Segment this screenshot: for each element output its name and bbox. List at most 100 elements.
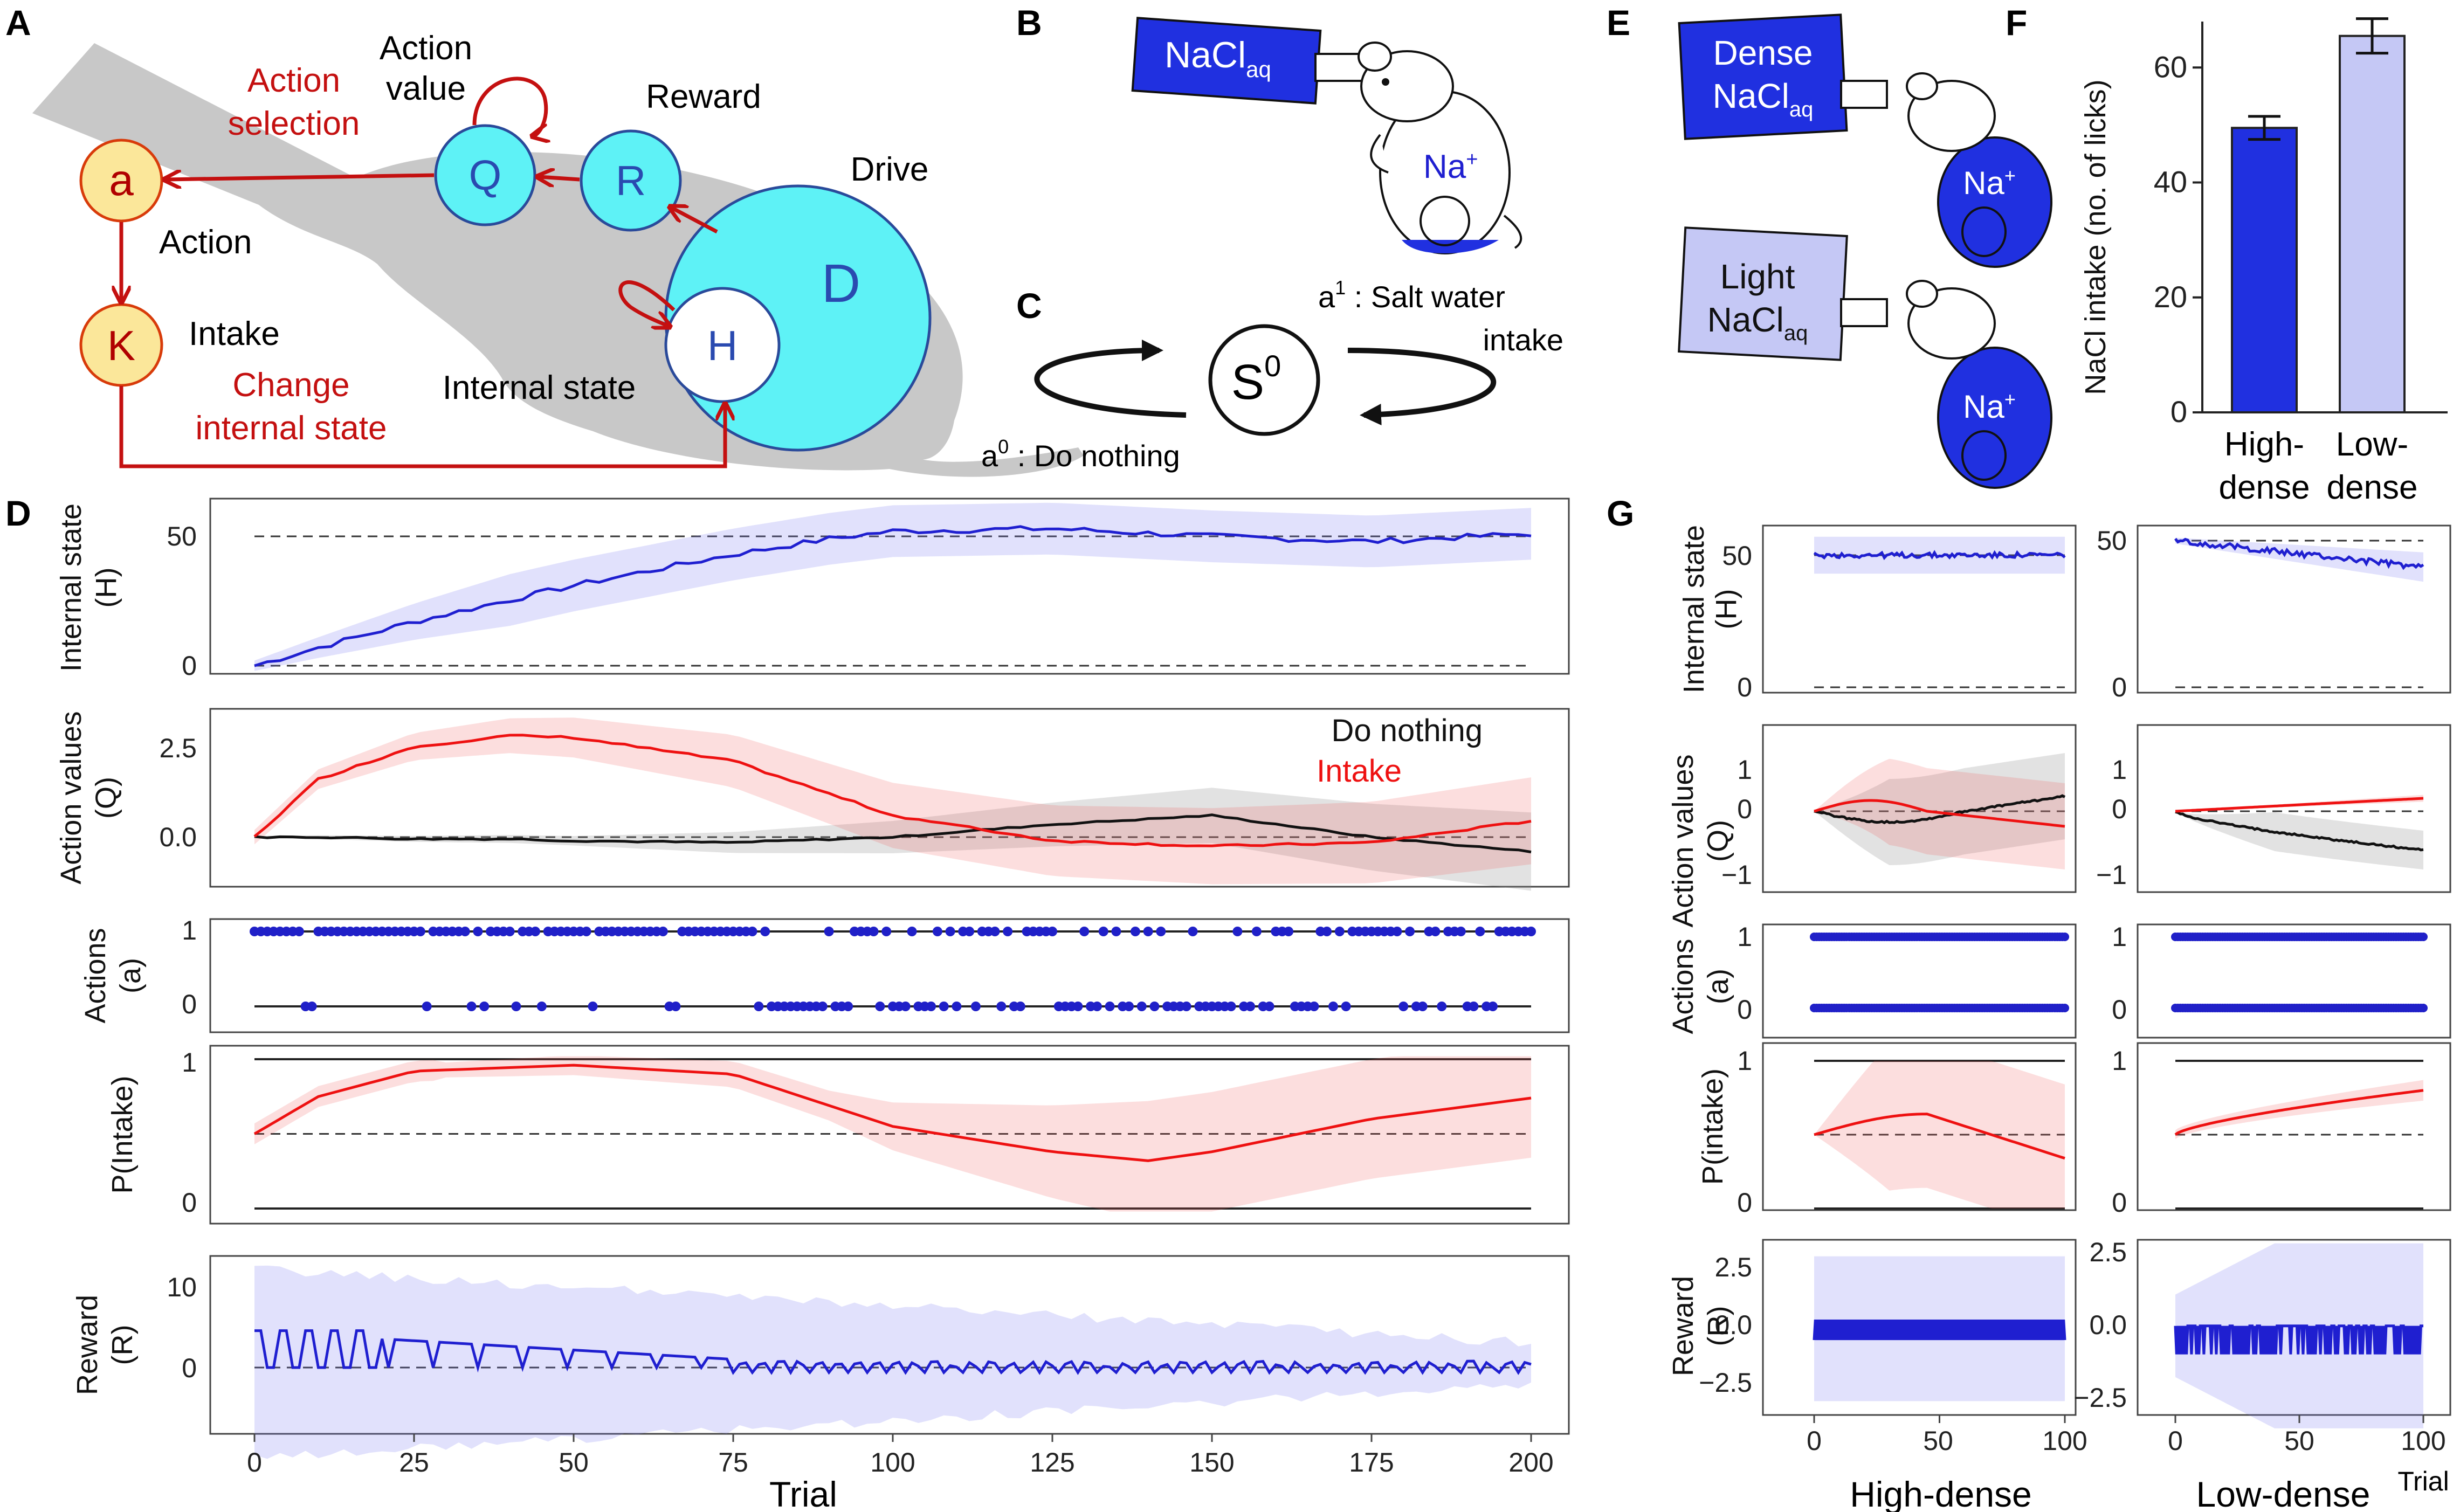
d-action-dot	[1098, 927, 1108, 936]
d-action-dot	[1487, 1002, 1498, 1011]
dense-bottle-spout	[1840, 80, 1888, 109]
d-action-dot	[747, 927, 757, 936]
d-action-dot	[881, 927, 892, 936]
d-action-dot	[1334, 927, 1345, 936]
f-ytick-label: 20	[2154, 280, 2187, 314]
d-action-dot	[1092, 1002, 1102, 1011]
d-action-dot	[1143, 927, 1153, 936]
d-action-dot	[970, 1002, 981, 1011]
d-p-plot	[253, 1056, 1532, 1212]
d-action-dot	[1105, 1002, 1115, 1011]
d-action-dot	[869, 927, 879, 936]
g2-q-tick-1: 1	[2112, 755, 2127, 785]
g2-p-tick-1: 1	[2112, 1046, 2127, 1076]
g-q-ylabel-2: (Q)	[1702, 820, 1734, 862]
d-action-dot	[1245, 1002, 1256, 1011]
d-action-dot	[1181, 1002, 1191, 1011]
g1-action-dot	[2061, 933, 2069, 941]
g-r-ylabel-2: (R)	[1702, 1306, 1734, 1347]
g1-r-tick-2.5: 2.5	[1714, 1252, 1752, 1282]
d-action-dot	[1251, 927, 1262, 936]
g1-p-line	[1814, 1113, 2065, 1160]
panel-d: D 50 0 2.5 0.0 1 0 1 0 10 0 Internal sta…	[5, 493, 1570, 1512]
d-to-r-arrow	[671, 208, 718, 234]
g2-q-intake-line	[2175, 797, 2424, 813]
g1-q-do-nothing-band	[1814, 753, 2065, 865]
d-p-line	[253, 1064, 1532, 1162]
d-action-dot	[1405, 927, 1415, 936]
d-action-dot	[1073, 1002, 1083, 1011]
d-action-dot	[754, 1002, 764, 1011]
d-q-ylabel-2: (Q)	[90, 777, 122, 819]
g1-p-tick-0: 0	[1737, 1187, 1752, 1218]
d-p-axes	[209, 1045, 1570, 1225]
g-p-ylabel: P(intake)	[1697, 1068, 1729, 1185]
panel-label-f: F	[2006, 3, 2027, 43]
f-ytick-label: 0	[2171, 395, 2187, 429]
d-xtick-label: 75	[718, 1447, 748, 1478]
light-nacl-label: NaClaq	[1707, 300, 1808, 345]
d-action-dot	[1149, 1002, 1160, 1011]
g-h-ylabel-1: Internal state	[1678, 525, 1710, 693]
panel-label-g: G	[1607, 493, 1634, 533]
d-action-dot	[1048, 927, 1057, 936]
f-cat2-line2: dense	[2327, 469, 2418, 506]
g2-p-tick-0: 0	[2112, 1187, 2127, 1218]
d-action-dot	[824, 927, 834, 936]
d-action-dot	[581, 927, 591, 936]
d-action-dot	[1417, 1002, 1428, 1011]
d-q-intake-band	[254, 717, 1531, 885]
d-h-band	[254, 502, 1531, 671]
d-action-dot	[1437, 1002, 1447, 1011]
d-action-dot	[307, 1002, 317, 1011]
f-ylabel: NaCl intake (no. of licks)	[2079, 79, 2112, 395]
g2-h-tick-50: 50	[2097, 526, 2127, 556]
g1-h-tick-0: 0	[1737, 672, 1752, 702]
r-node-label: R	[616, 157, 646, 204]
d-q-axes	[209, 708, 1570, 888]
d-h-axes	[209, 498, 1570, 675]
g-h-ylabel-2: (H)	[1710, 589, 1742, 630]
g1-h-axes	[1762, 524, 2077, 694]
internal-state-label: Internal state	[443, 369, 636, 406]
d-action-dot	[1309, 1002, 1319, 1011]
d-action-dot	[511, 1002, 521, 1011]
g2-q-tick-m1: −1	[2096, 860, 2127, 890]
d-action-dot	[536, 1002, 547, 1011]
d-action-dot	[505, 927, 515, 936]
g2-a-tick-1: 1	[2112, 922, 2127, 952]
d-action-dot	[1232, 927, 1243, 936]
f-cat1-line1: High-	[2224, 426, 2304, 463]
d-xtick-label: 50	[559, 1447, 589, 1478]
f-cat1-line2: dense	[2219, 469, 2310, 506]
d-action-dot	[1136, 1002, 1147, 1011]
g1-h-line	[1813, 550, 2066, 561]
na-label-dense: Na+	[1963, 164, 2016, 201]
g2-action-dot	[2419, 1004, 2428, 1012]
d-action-dot	[1328, 1002, 1338, 1011]
g1-p-tick-1: 1	[1737, 1046, 1752, 1076]
g1-q-tick-m1: −1	[1721, 860, 1752, 890]
g1-a-axes	[1762, 923, 2077, 1039]
panel-label-e: E	[1607, 3, 1630, 43]
q-to-a-arrow	[166, 175, 435, 179]
d-action-dot	[1475, 927, 1485, 936]
d-action-dot	[1226, 1002, 1236, 1011]
d-q-tick-0: 0.0	[159, 822, 197, 852]
d-action-dot	[964, 927, 975, 936]
g1-r-axes	[1762, 1239, 2077, 1416]
d-action-dot	[1284, 927, 1294, 936]
d-action-dot	[460, 927, 470, 936]
light-nacl-bottle	[1678, 226, 1848, 361]
g2-p-axes	[2137, 1042, 2451, 1211]
g1-a-tick-1: 1	[1737, 922, 1752, 952]
action-value-label-1: Action	[380, 30, 472, 67]
action-node-a	[79, 139, 163, 223]
g1-p-axes	[1762, 1042, 2077, 1211]
d-action-dot	[1264, 1002, 1274, 1011]
d-h-line	[254, 525, 1532, 667]
d-action-dot	[1456, 927, 1466, 936]
action-label: Action	[159, 224, 252, 261]
d-action-dot	[479, 1002, 490, 1011]
